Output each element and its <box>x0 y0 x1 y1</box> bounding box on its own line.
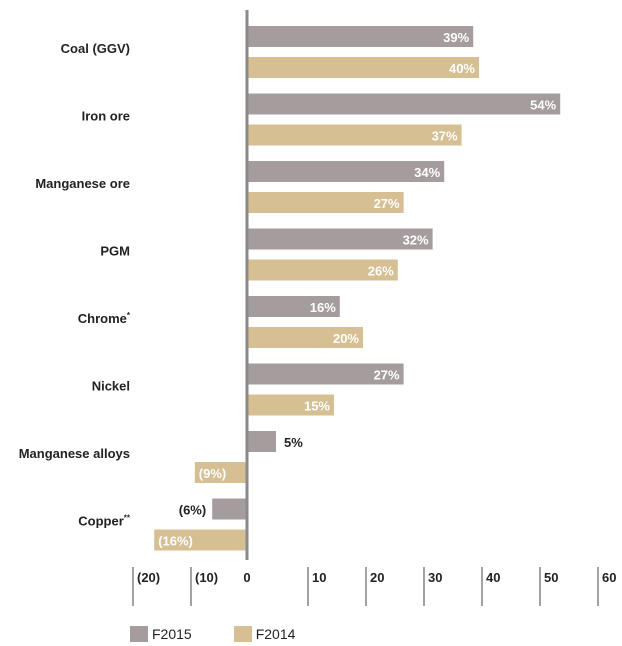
bar-f2015-2 <box>247 161 445 182</box>
x-axis-ticks: (20) (10) 0 10 20 30 40 50 60 <box>132 567 616 606</box>
tick-label-1: (10) <box>195 570 218 585</box>
value-label-f2014-0: 40% <box>449 61 475 76</box>
legend: F2015 F2014 <box>130 624 337 644</box>
tick-label-3: 10 <box>312 570 326 585</box>
value-label-f2015-6: 5% <box>284 435 303 450</box>
category-text-6: Manganese alloys <box>19 446 130 461</box>
legend-swatch-f2014 <box>233 626 252 642</box>
bar-f2015-5 <box>247 363 404 385</box>
bar-f2014-2 <box>247 192 404 213</box>
value-label-f2014-3: 26% <box>368 264 394 279</box>
bar-f2015-1 <box>247 93 561 115</box>
bars-layer <box>154 26 561 551</box>
tick-label-4: 20 <box>370 570 384 585</box>
legend-label-f2014: F2014 <box>255 626 296 642</box>
bar-f2015-0 <box>247 26 474 47</box>
category-text-1: Iron ore <box>82 109 130 124</box>
legend-label-f2015: F2015 <box>152 626 192 642</box>
category-label-2: Manganese ore <box>35 176 130 191</box>
tick-label-7: 50 <box>544 570 558 585</box>
bar-f2014-1 <box>247 124 462 146</box>
category-text-0: Coal (GGV) <box>61 41 130 56</box>
value-labels-layer: 39% 54% 34% 32% 16% 27% 5% (6%) 40% 37% 27% 26% 20% 1… <box>158 30 556 549</box>
bar-f2015-4 <box>247 296 340 317</box>
bar-f2015-3 <box>247 228 433 250</box>
tick-label-5: 30 <box>428 570 442 585</box>
bar-f2014-0 <box>247 57 479 78</box>
bar-f2014-3 <box>247 259 398 281</box>
value-label-f2014-5: 15% <box>304 399 330 414</box>
tick-label-0: (20) <box>137 570 160 585</box>
bar-f2014-4 <box>247 327 363 348</box>
bar-f2015-7 <box>212 498 247 520</box>
value-label-f2015-3: 32% <box>403 233 429 248</box>
category-text-7: Copper <box>78 514 124 529</box>
bar-f2014-6 <box>194 462 247 483</box>
value-label-f2015-4: 16% <box>310 300 336 315</box>
value-label-f2015-5: 27% <box>374 368 400 383</box>
bar-f2015-6 <box>247 431 276 452</box>
category-label-5: Nickel <box>92 379 130 394</box>
value-label-f2014-6: (9%) <box>199 466 226 481</box>
legend-swatch-f2015 <box>130 626 148 642</box>
bar-chart: 39% 54% 34% 32% 16% 27% 5% (6%) 40% 37% 27% 26% 20% 1… <box>19 10 616 606</box>
category-text-3: PGM <box>100 244 130 259</box>
value-label-f2014-1: 37% <box>432 129 458 144</box>
category-footnote-7: ** <box>124 514 131 523</box>
category-labels-layer: Coal (GGV) Iron ore Manganese ore PGM Chrome… <box>19 41 131 529</box>
category-label-4: Chrome* <box>78 311 131 326</box>
category-label-3: PGM <box>100 244 130 259</box>
legend-item-f2015: F2015 <box>130 626 192 642</box>
legend-item-f2014: F2014 <box>233 626 296 642</box>
bar-f2014-5 <box>247 394 334 416</box>
category-text-2: Manganese ore <box>35 176 130 191</box>
value-label-f2014-2: 27% <box>374 196 400 211</box>
value-label-f2015-2: 34% <box>414 165 440 180</box>
category-text-5: Nickel <box>92 379 130 394</box>
tick-label-8: 60 <box>602 570 616 585</box>
category-footnote-4: * <box>127 311 131 320</box>
bar-f2014-7 <box>154 529 247 551</box>
value-label-f2014-7: (16%) <box>158 534 193 549</box>
value-label-f2015-0: 39% <box>443 30 469 45</box>
value-label-f2015-7: (6%) <box>179 503 206 518</box>
value-label-f2014-4: 20% <box>333 331 359 346</box>
category-label-1: Iron ore <box>82 109 130 124</box>
category-label-7: Copper** <box>78 514 131 529</box>
tick-label-6: 40 <box>486 570 500 585</box>
category-label-0: Coal (GGV) <box>61 41 130 56</box>
tick-label-2: 0 <box>243 570 250 585</box>
category-label-6: Manganese alloys <box>19 446 130 461</box>
value-label-f2015-1: 54% <box>530 98 556 113</box>
category-text-4: Chrome <box>78 311 127 326</box>
